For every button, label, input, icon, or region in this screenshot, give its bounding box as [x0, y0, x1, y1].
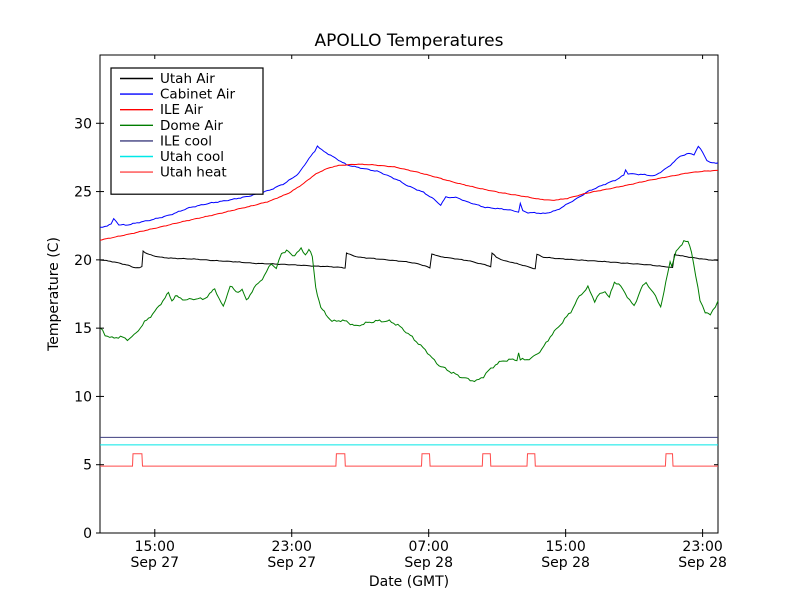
- legend-item-cabinet-air: Cabinet Air: [120, 87, 235, 103]
- x-tick-date-label: Sep 28: [678, 555, 727, 571]
- legend-label: ILE Air: [160, 102, 203, 118]
- y-tick-label: 25: [74, 185, 92, 201]
- x-tick-time-label: 23:00: [682, 539, 722, 555]
- legend-item-ile-air: ILE Air: [120, 102, 203, 118]
- x-tick-date-label: Sep 28: [541, 555, 590, 571]
- legend-item-utah-cool: Utah cool: [120, 149, 224, 165]
- legend-item-dome-air: Dome Air: [120, 118, 223, 134]
- legend-item-ile-cool: ILE cool: [120, 133, 212, 149]
- series-lines: [99, 145, 719, 467]
- x-tick-date-label: Sep 28: [404, 555, 453, 571]
- legend-item-utah-air: Utah Air: [120, 71, 215, 87]
- x-tick-time-label: 15:00: [545, 539, 585, 555]
- series-line-ile-air: [99, 163, 718, 241]
- x-tick-time-label: 07:00: [409, 539, 449, 555]
- legend-label: Utah heat: [160, 165, 227, 181]
- x-tick-time-label: 15:00: [135, 539, 175, 555]
- series-line-utah-heat: [100, 453, 718, 467]
- y-tick-label: 10: [74, 389, 92, 405]
- series-line-utah-air: [99, 249, 719, 270]
- y-tick-label: 20: [74, 253, 92, 269]
- legend-label: Utah Air: [160, 71, 215, 87]
- x-tick-time-label: 23:00: [272, 539, 312, 555]
- legend-label: ILE cool: [160, 133, 212, 149]
- legend-box: [110, 67, 264, 195]
- y-tick-label: 5: [83, 458, 92, 474]
- y-axis-label: Temperature (C): [46, 237, 62, 352]
- series-line-dome-air: [99, 239, 719, 383]
- x-axis-label: Date (GMT): [369, 574, 449, 590]
- plot-frame: [99, 54, 719, 534]
- y-tick-label: 15: [74, 321, 92, 337]
- y-tick-label: 0: [83, 526, 92, 542]
- axes-frame: [99, 54, 719, 534]
- legend-label: Cabinet Air: [160, 87, 235, 103]
- legend-label: Utah cool: [160, 149, 224, 165]
- legend-label: Dome Air: [160, 118, 223, 134]
- x-tick-date-label: Sep 27: [130, 555, 179, 571]
- chart-title: APOLLO Temperatures: [315, 31, 504, 51]
- x-tick-date-label: Sep 27: [267, 555, 316, 571]
- series-line-cabinet-air: [99, 145, 719, 228]
- legend-item-utah-heat: Utah heat: [120, 165, 227, 181]
- y-tick-label: 30: [74, 116, 92, 132]
